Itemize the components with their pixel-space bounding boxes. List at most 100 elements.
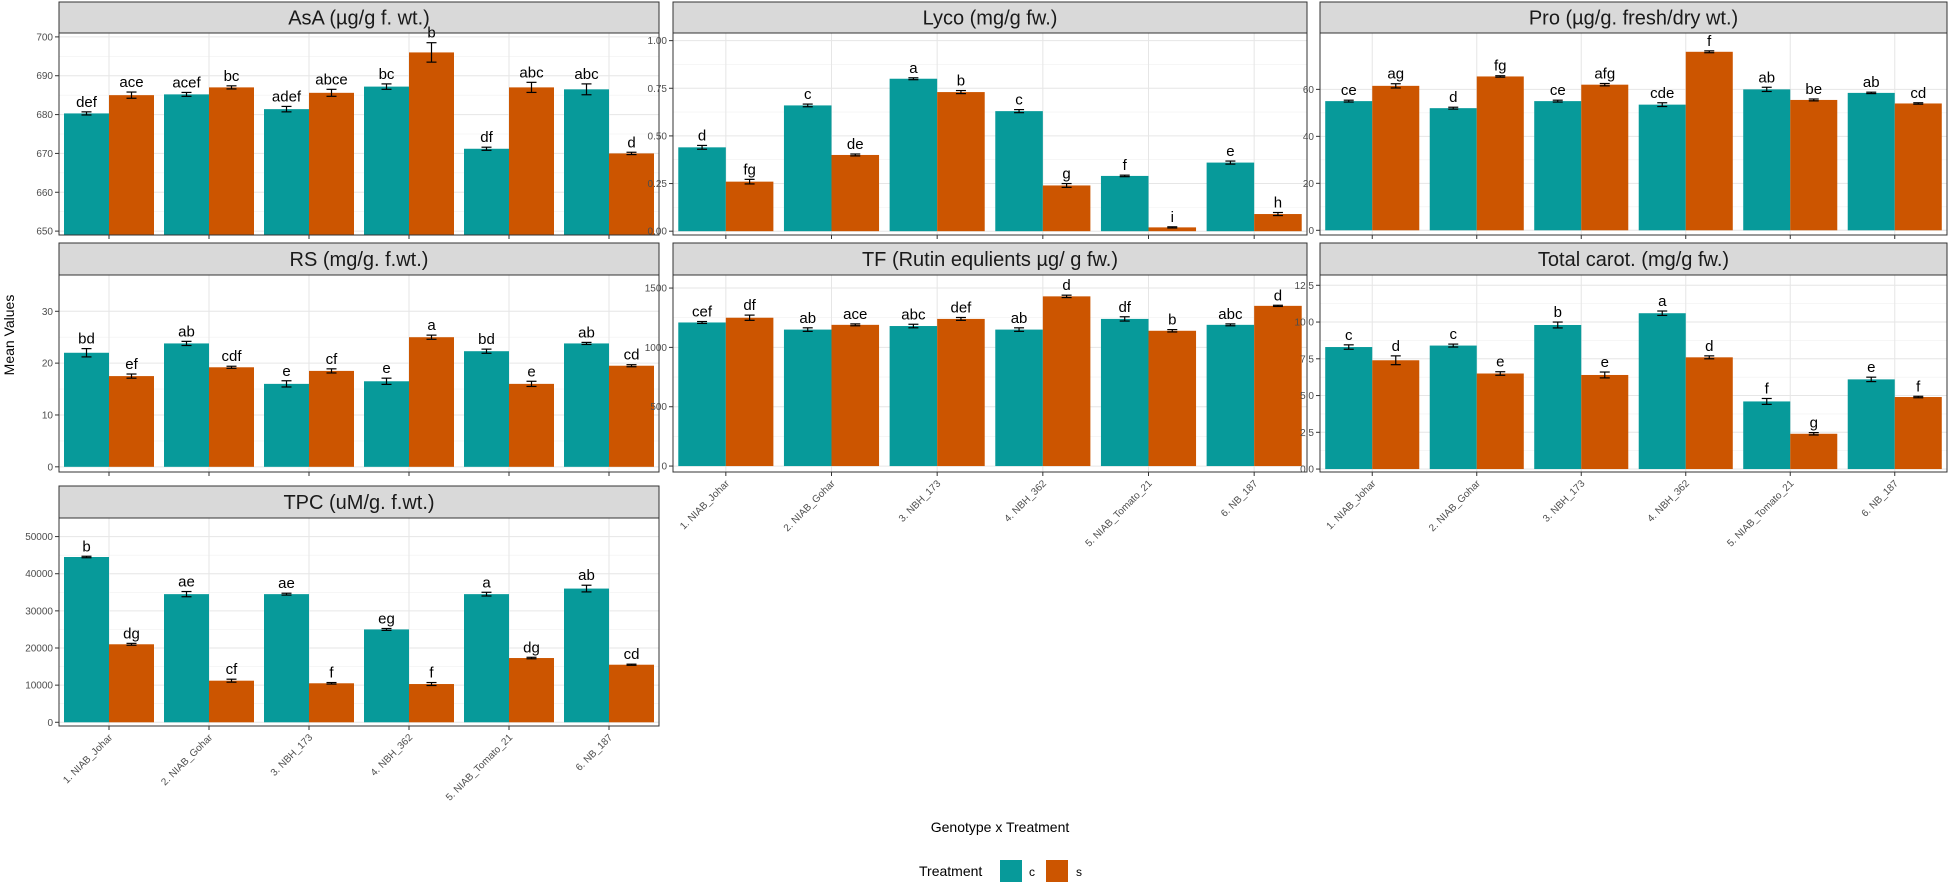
significance-label: e — [527, 363, 535, 380]
significance-label: d — [1449, 89, 1457, 106]
x-tick-label: 5. NIAB_Tomato_21 — [444, 732, 515, 803]
bar-c-4 — [364, 381, 409, 467]
significance-label: ab — [178, 323, 195, 340]
x-tick-label: 4. NBH_362 — [1003, 478, 1050, 525]
significance-label: c — [1345, 327, 1353, 344]
panel-5: TF (Rutin equlients µg/ g fw.) 0 500 1000 15… — [645, 242, 1308, 549]
significance-label: a — [1658, 293, 1667, 310]
significance-label: d — [627, 134, 635, 151]
bar-c-1 — [64, 113, 109, 235]
y-tick-label: 1000 — [645, 343, 668, 354]
bar-s-4 — [1685, 51, 1733, 231]
panel-title: Total carot. (mg/g fw.) — [1538, 249, 1729, 271]
x-axis-title: Genotype x Treatment — [931, 819, 1070, 835]
significance-label: b — [1168, 312, 1176, 329]
panel-border — [1319, 274, 1948, 473]
x-tick-label: 1. NIAB_Johar — [1325, 478, 1379, 532]
bar-s-5 — [1148, 330, 1197, 467]
bar-c-2 — [1429, 345, 1477, 470]
significance-label: ab — [578, 324, 595, 341]
bar-s-3 — [937, 92, 985, 232]
panel-strip — [1319, 1, 1948, 34]
bar-s-3 — [1581, 374, 1629, 470]
bar-s-1 — [725, 317, 774, 467]
bar-c-3 — [264, 109, 309, 235]
significance-label: cef — [692, 304, 713, 321]
bar-c-6 — [564, 343, 609, 467]
bar-s-3 — [309, 683, 354, 723]
significance-label: d — [1274, 287, 1282, 304]
legend-key-c — [1000, 860, 1022, 882]
bar-c-1 — [678, 322, 726, 467]
significance-label: cde — [1650, 85, 1674, 102]
bar-c-1 — [64, 352, 109, 467]
significance-label: b — [957, 73, 965, 90]
significance-label: eg — [378, 611, 395, 628]
bar-c-3 — [889, 326, 938, 467]
y-tick-label: 0 — [47, 462, 53, 473]
significance-label: abc — [519, 64, 544, 81]
significance-label: cdf — [221, 348, 242, 365]
significance-label: fg — [1494, 58, 1507, 75]
bar-c-1 — [1325, 347, 1373, 470]
bar-s-1 — [109, 644, 154, 723]
bar-s-2 — [209, 680, 254, 723]
y-tick-label: 0.50 — [648, 131, 668, 142]
significance-label: ae — [178, 574, 195, 591]
significance-label: c — [1449, 326, 1457, 343]
bar-s-2 — [831, 154, 880, 232]
bar-c-5 — [464, 594, 509, 723]
legend-key-s — [1046, 860, 1068, 882]
significance-label: def — [76, 94, 98, 111]
legend-title: Treatment — [919, 863, 982, 879]
significance-label: df — [480, 129, 493, 146]
plot-area — [673, 275, 1307, 472]
bar-c-2 — [164, 94, 209, 235]
y-tick-label: 40 — [1303, 132, 1315, 143]
significance-label: cd — [1910, 85, 1926, 102]
bar-s-6 — [1894, 103, 1942, 231]
plot-area — [59, 275, 659, 472]
bar-c-3 — [1534, 101, 1582, 231]
panel-title: AsA (µg/g f. wt.) — [288, 8, 430, 30]
panel-border — [672, 32, 1308, 236]
bar-s-1 — [109, 95, 154, 236]
y-tick-label: 690 — [36, 71, 53, 82]
panel-border — [58, 274, 660, 473]
significance-label: fg — [743, 161, 756, 178]
bar-c-6 — [1206, 324, 1255, 467]
bar-c-2 — [783, 105, 832, 232]
panel-6: Total carot. (mg/g fw.) 0.0 2.5 5.0 7.5 10.0 1… — [1295, 242, 1948, 549]
significance-label: bc — [224, 68, 240, 85]
y-tick-label: 0.25 — [648, 179, 668, 190]
significance-label: e — [1601, 354, 1609, 371]
x-tick-label: 2. NIAB_Gohar — [159, 732, 215, 788]
bar-s-6 — [1254, 305, 1302, 467]
legend-label-s: s — [1076, 865, 1082, 879]
y-tick-label: 60 — [1303, 85, 1315, 96]
significance-label: f — [1765, 380, 1770, 397]
significance-label: c — [804, 86, 812, 103]
bar-s-2 — [1476, 373, 1524, 470]
bar-s-5 — [1790, 433, 1838, 470]
bar-s-3 — [1581, 84, 1629, 231]
y-axis-title: Mean Values — [1, 295, 17, 376]
y-tick-label: 700 — [36, 32, 53, 43]
panel-2: Lyco (mg/g fw.) 0.00 0.25 0.50 0.75 1.00 d c a c f… — [648, 1, 1308, 239]
significance-label: ef — [125, 356, 138, 373]
significance-label: dg — [123, 625, 140, 642]
bar-c-4 — [995, 329, 1043, 467]
bar-c-5 — [464, 148, 509, 235]
panel-border — [672, 274, 1308, 473]
panel-strip — [58, 485, 660, 519]
significance-label: de — [847, 136, 864, 153]
significance-label: d — [698, 127, 706, 144]
panel-border — [58, 517, 660, 727]
panel-strip — [672, 1, 1308, 34]
y-tick-label: 10 — [42, 410, 54, 421]
significance-label: d — [1062, 277, 1070, 294]
bar-c-6 — [564, 89, 609, 235]
significance-label: f — [1707, 33, 1712, 50]
y-tick-label: 10000 — [25, 681, 53, 692]
bar-c-6 — [1847, 92, 1895, 231]
